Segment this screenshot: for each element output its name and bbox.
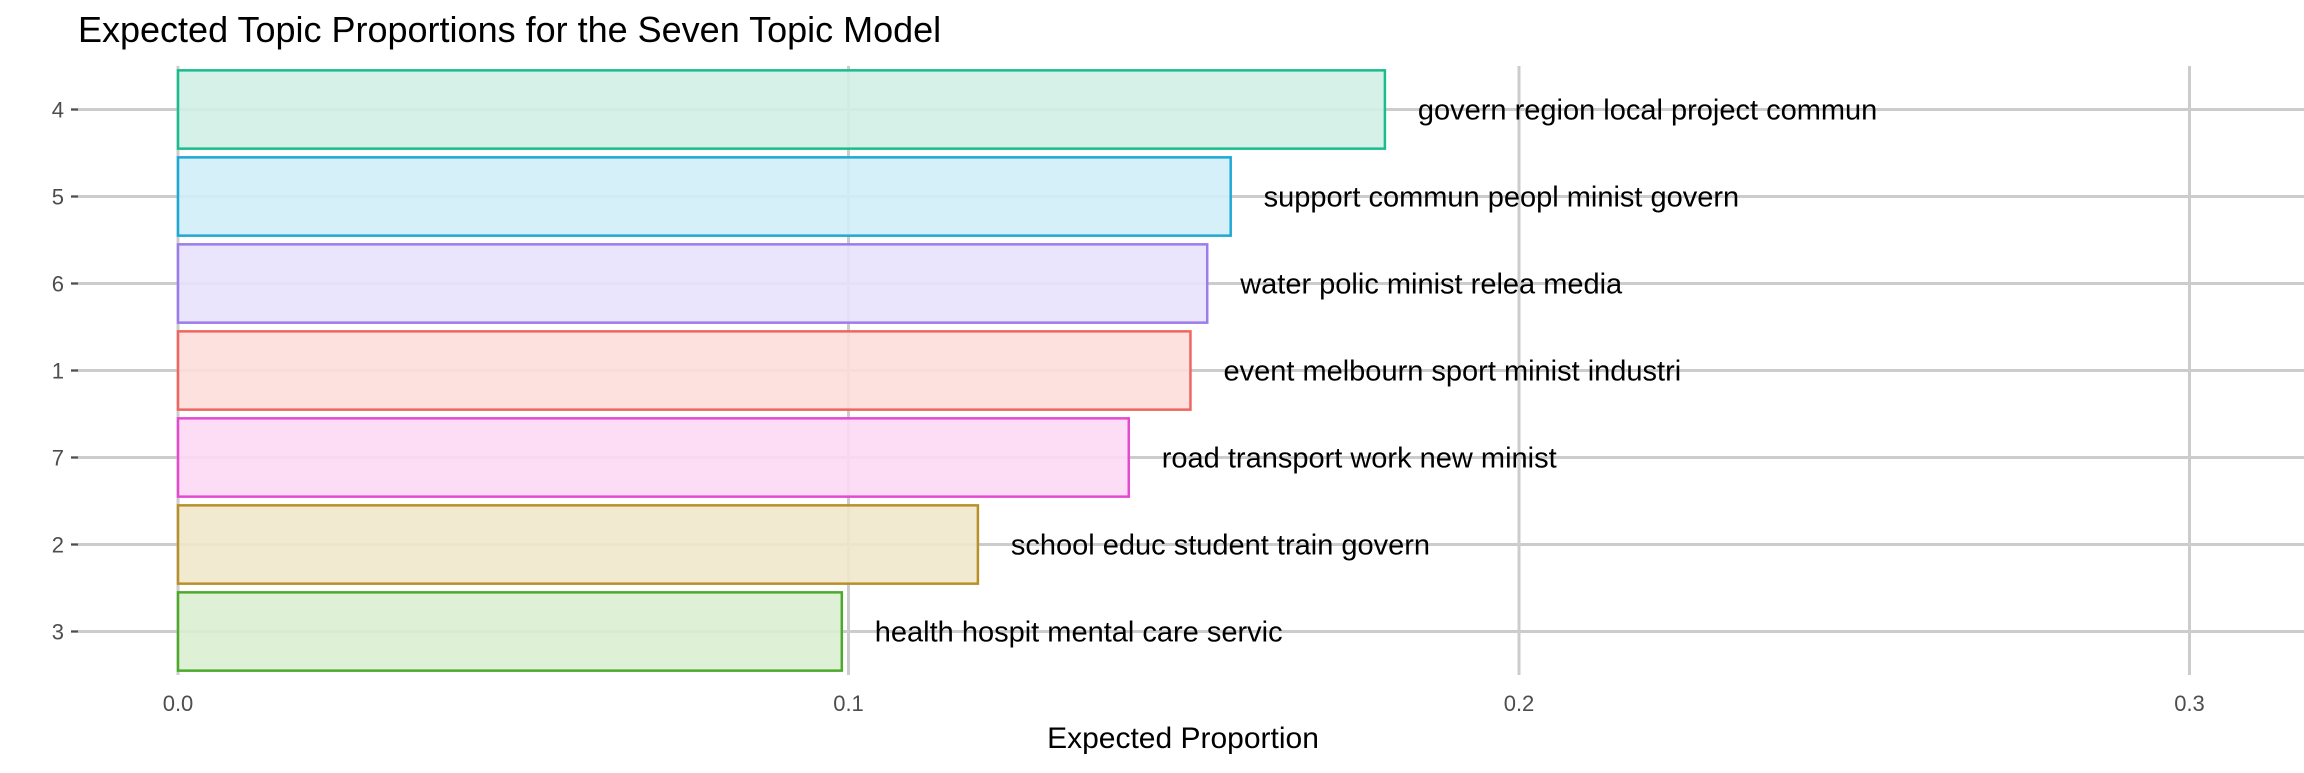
bar-topic-3 <box>176 591 844 672</box>
y-tick-label: 1 <box>52 359 64 384</box>
bar-label: health hospit mental care servic <box>875 617 1283 649</box>
x-tick-label: 0.1 <box>833 691 864 716</box>
bar-label: govern region local project commun <box>1418 95 1877 127</box>
bar-topic-2 <box>176 504 980 585</box>
bars-layer: govern region local project commun suppor… <box>176 69 1877 672</box>
bar-topic-5 <box>176 156 1232 237</box>
bar-label: support commun peopl minist govern <box>1264 182 1740 214</box>
bar-label: road transport work new minist <box>1162 443 1557 475</box>
bar-topic-7 <box>176 417 1131 498</box>
x-axis-label: Expected Proportion <box>1047 722 1319 755</box>
y-tick-label: 2 <box>52 533 64 558</box>
bar-topic-4 <box>176 69 1387 150</box>
bar-label: school educ student train govern <box>1011 530 1430 562</box>
x-axis: 0.0 0.1 0.2 0.3 <box>163 691 2205 716</box>
y-tick-label: 3 <box>52 620 64 645</box>
bar-label: water polic minist relea media <box>1239 269 1623 301</box>
bar-topic-1 <box>176 330 1192 411</box>
x-tick-label: 0.2 <box>1504 691 1535 716</box>
x-tick-label: 0.3 <box>2174 691 2205 716</box>
y-axis: 4 5 6 1 7 2 3 <box>52 98 78 645</box>
chart-title: Expected Topic Proportions for the Seven… <box>78 9 941 50</box>
y-tick-label: 7 <box>52 446 64 471</box>
bar-topic-6 <box>176 243 1209 324</box>
y-tick-label: 6 <box>52 272 64 297</box>
bar-label: event melbourn sport minist industri <box>1223 356 1681 388</box>
y-tick-label: 4 <box>52 98 64 123</box>
x-tick-label: 0.0 <box>163 691 194 716</box>
y-tick-label: 5 <box>52 185 64 210</box>
